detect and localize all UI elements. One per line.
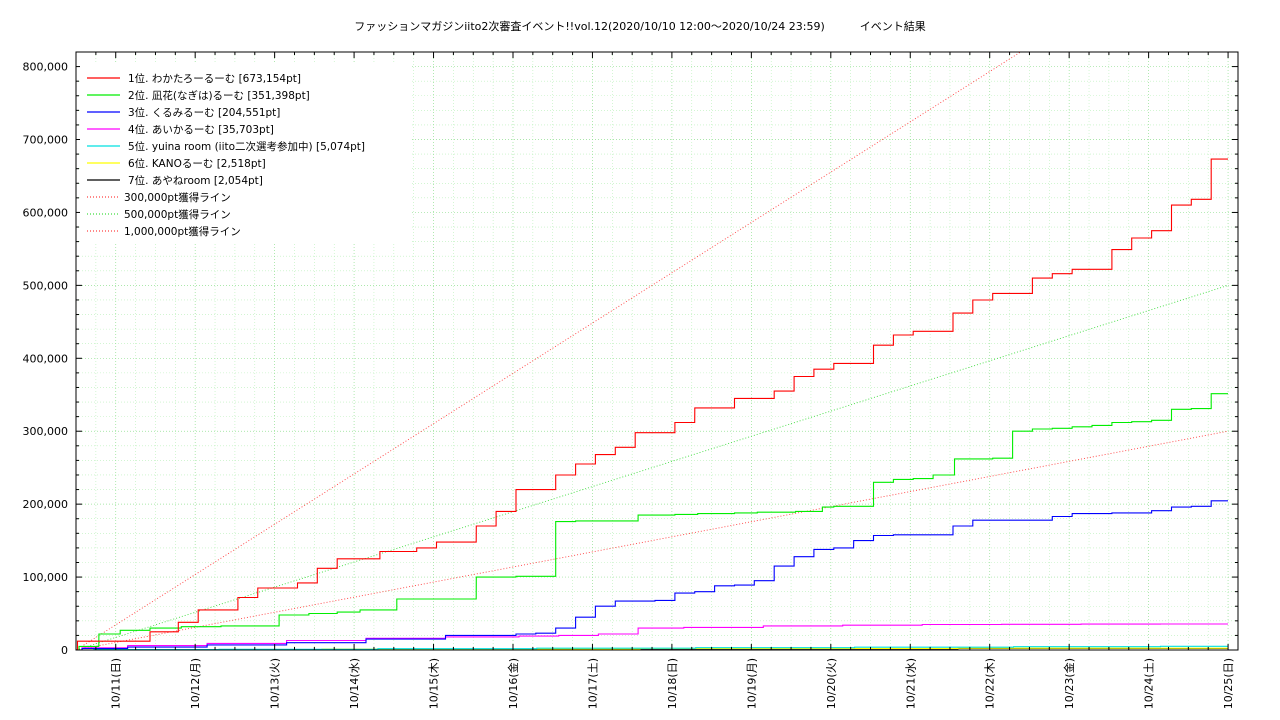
x-tick-label: 10/24(土) [1143, 658, 1156, 709]
y-tick-label: 400,000 [23, 352, 69, 365]
legend-label: 7位. あやねroom [2,054pt] [128, 174, 263, 187]
x-tick-label: 10/21(水) [904, 658, 917, 709]
legend-label: 1,000,000pt獲得ライン [124, 225, 241, 238]
y-tick-label: 700,000 [23, 134, 69, 147]
y-tick-label: 200,000 [23, 498, 69, 511]
series-line [76, 393, 1228, 650]
y-tick-label: 600,000 [23, 206, 69, 219]
series-line [76, 500, 1228, 650]
x-tick-label: 10/14(水) [348, 658, 361, 709]
legend-label: 3位. くるみるーむ [204,551pt] [128, 106, 280, 119]
series-line [76, 623, 1228, 650]
legend: 1位. わかたろーるーむ [673,154pt] 2位. 凪花(なぎは)るーむ [… [80, 62, 410, 242]
axes: 0 100,000 200,000 300,000 400,000 500,000 600,… [23, 52, 1238, 709]
series-line [76, 158, 1228, 650]
y-tick-label: 0 [61, 644, 68, 657]
y-tick-label: 500,000 [23, 279, 69, 292]
x-tick-label: 10/19(月) [745, 658, 758, 709]
x-tick-label: 10/15(木) [428, 658, 441, 709]
x-tick-label: 10/22(木) [984, 658, 997, 709]
plot-border [75, 51, 1239, 651]
x-tick-label: 10/11(日) [110, 658, 123, 709]
series-line [76, 284, 1229, 650]
series-line [76, 430, 1229, 650]
chart-title: ファッションマガジンiito2次審査イベント!!vol.12(2020/10/1… [354, 20, 926, 33]
legend-label: 6位. KANOるーむ [2,518pt] [128, 157, 266, 170]
legend-label: 5位. yuina room (iito二次選考参加中) [5,074pt] [128, 140, 365, 153]
legend-label: 1位. わかたろーるーむ [673,154pt] [128, 72, 301, 85]
x-tick-label: 10/17(土) [586, 658, 599, 709]
x-tick-label: 10/12(月) [189, 658, 202, 709]
y-tick-label: 100,000 [23, 571, 69, 584]
x-tick-label: 10/25(日) [1222, 658, 1235, 709]
y-tick-label: 800,000 [23, 61, 69, 74]
x-tick-label: 10/18(日) [666, 658, 679, 709]
x-tick-label: 10/20(火) [825, 658, 838, 709]
y-tick-label: 300,000 [23, 425, 69, 438]
series-line [76, 52, 1022, 650]
x-tick-label: 10/23(金) [1062, 658, 1076, 709]
legend-background [80, 62, 410, 242]
x-tick-label: 10/16(金) [506, 658, 520, 709]
legend-label: 300,000pt獲得ライン [124, 191, 231, 204]
legend-label: 500,000pt獲得ライン [124, 208, 231, 221]
legend-label: 2位. 凪花(なぎは)るーむ [351,398pt] [128, 89, 310, 102]
legend-label: 4位. あいかるーむ [35,703pt] [128, 123, 274, 136]
x-tick-label: 10/13(火) [269, 658, 282, 709]
